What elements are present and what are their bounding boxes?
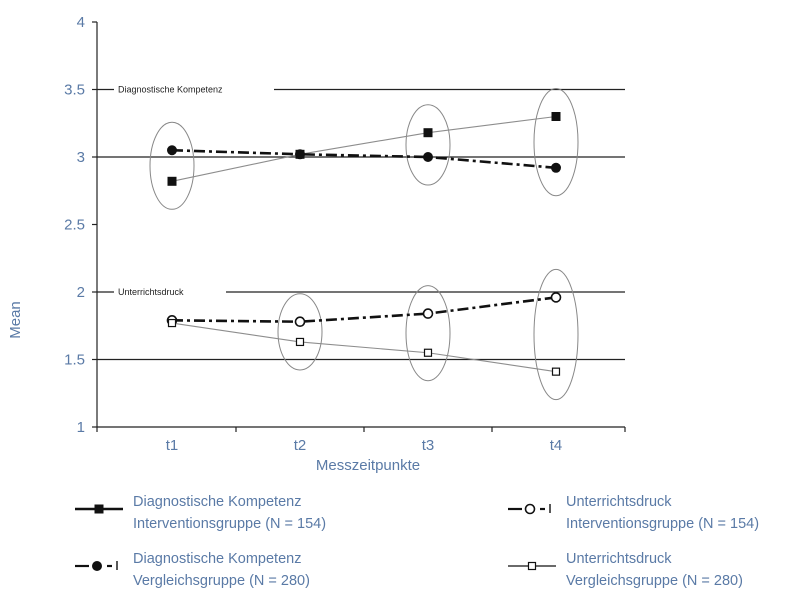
- data-point-series-1: [423, 128, 433, 138]
- highlight-ellipse: [533, 87, 579, 197]
- legend-marker: [524, 503, 536, 515]
- x-tick-label: t4: [550, 437, 563, 454]
- y-tick-label: 1: [77, 419, 85, 436]
- legend-label-line1: Unterrichtsdruck: [566, 551, 672, 567]
- y-tick-label: 3: [77, 149, 85, 166]
- data-point-series-3: [422, 308, 434, 319]
- y-tick-label: 1.5: [64, 352, 85, 369]
- highlight-ellipse: [277, 293, 323, 371]
- legend-label-line1: Diagnostische Kompetenz: [133, 494, 301, 510]
- band-label: Diagnostische Kompetenz: [118, 85, 223, 95]
- legend-item-4: Unterrichtsdruck Vergleichsgruppe (N = 28…: [508, 551, 743, 589]
- y-tick-label: 2: [77, 284, 85, 301]
- x-tick-label: t3: [422, 437, 435, 454]
- highlight-ellipse: [405, 285, 451, 382]
- band-label: Unterrichtsdruck: [118, 287, 184, 297]
- legend-label-line2: Interventionsgruppe (N = 154): [566, 516, 759, 532]
- data-point-series-2: [167, 145, 177, 156]
- band-label-background: [114, 285, 226, 299]
- x-tick-label: t1: [166, 437, 179, 454]
- x-axis-title: Messzeitpunkte: [316, 457, 420, 474]
- legend-item-1: Diagnostische Kompetenz Interventionsgrup…: [75, 494, 326, 532]
- y-tick-label: 3.5: [64, 82, 85, 99]
- series-line-4: [171, 322, 557, 373]
- legend-marker: [92, 561, 102, 571]
- legend-item-3: Unterrichtsdruck Interventionsgruppe (N =…: [508, 494, 759, 532]
- data-point-series-2: [423, 152, 433, 162]
- series-line-2: [171, 148, 557, 170]
- y-tick-label: 4: [77, 14, 85, 31]
- data-point-series-2: [295, 149, 305, 160]
- data-point-series-3: [550, 292, 562, 303]
- series-line-3: [171, 296, 557, 324]
- legend-label-line2: Vergleichsgruppe (N = 280): [133, 573, 310, 589]
- legend-marker: [94, 504, 104, 514]
- data-point-series-4: [423, 348, 433, 357]
- plot-area: 1 1.5 2 2.5 3 3.5 4 t1 t2 t3 t4 Diagnostische Komp…: [64, 14, 626, 454]
- band-labels: Diagnostische Kompetenz Unterrichtsdruck: [114, 82, 274, 299]
- highlight-ellipse: [533, 268, 579, 401]
- data-point-series-2: [551, 162, 561, 173]
- data-point-series-3: [294, 316, 306, 328]
- legend-marker: [527, 561, 537, 571]
- y-tick-label: 2.5: [64, 217, 85, 234]
- legend-label-line2: Vergleichsgruppe (N = 280): [566, 573, 743, 589]
- highlight-ellipse: [149, 121, 195, 210]
- legend-item-2: Diagnostische Kompetenz Vergleichsgruppe …: [75, 551, 310, 589]
- data-point-series-1: [167, 176, 177, 186]
- series-line-1: [171, 115, 557, 182]
- legend-label-line2: Interventionsgruppe (N = 154): [133, 516, 326, 532]
- x-tick-label: t2: [294, 437, 307, 454]
- data-point-series-4: [167, 318, 177, 328]
- data-point-series-1: [551, 112, 561, 121]
- band-label-background: [114, 82, 274, 97]
- y-axis-title: Mean: [7, 301, 24, 339]
- legend-label-line1: Diagnostische Kompetenz: [133, 551, 301, 567]
- legend-label-line1: Unterrichtsdruck: [566, 494, 672, 510]
- highlight-ellipses: [149, 87, 579, 401]
- highlight-ellipse: [405, 104, 451, 186]
- data-point-series-4: [551, 367, 561, 376]
- data-point-series-4: [295, 337, 305, 347]
- axes: 1 1.5 2 2.5 3 3.5 4 t1 t2 t3 t4: [64, 14, 626, 454]
- series-lines: [171, 115, 557, 373]
- series-markers: [166, 112, 562, 376]
- legend: Diagnostische Kompetenz Interventionsgrup…: [75, 494, 759, 589]
